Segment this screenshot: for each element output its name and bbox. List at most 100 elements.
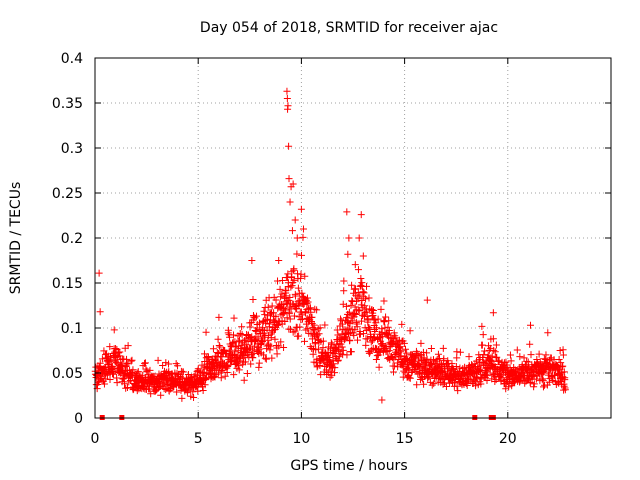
data-point [337, 340, 345, 348]
data-point [255, 359, 263, 367]
data-point [357, 301, 365, 309]
data-point [357, 317, 365, 325]
data-point [526, 340, 534, 348]
data-point [316, 324, 324, 332]
data-point [388, 339, 396, 347]
data-point [340, 287, 348, 295]
data-point [283, 95, 291, 102]
data-point [252, 327, 260, 335]
data-point [217, 368, 225, 376]
x-tick-label: 0 [91, 431, 100, 447]
x-tick-label: 5 [194, 431, 203, 447]
data-point [215, 313, 223, 321]
data-point [282, 306, 290, 314]
data-point [539, 383, 547, 391]
data-point [224, 326, 232, 334]
data-point [362, 295, 370, 303]
data-point [221, 372, 229, 380]
y-tick-label: 0.05 [52, 366, 83, 382]
data-point [513, 346, 521, 354]
data-point [214, 335, 222, 343]
data-point [451, 379, 459, 387]
data-point [147, 390, 155, 398]
data-point [352, 318, 360, 326]
data-point [127, 357, 135, 365]
data-point [334, 356, 342, 364]
data-point [337, 315, 345, 323]
data-point [559, 351, 567, 359]
data-point [354, 295, 362, 303]
data-point [95, 269, 103, 277]
data-point [268, 354, 276, 362]
data-point [342, 302, 350, 310]
y-tick-label: 0.25 [52, 186, 83, 202]
data-point [424, 374, 432, 382]
data-point [294, 284, 302, 292]
data-point [202, 328, 210, 336]
data-point [190, 394, 198, 402]
chart-title: Day 054 of 2018, SRMTID for receiver aja… [200, 20, 498, 36]
data-point [359, 288, 367, 296]
data-point [338, 343, 346, 351]
data-point [483, 372, 491, 380]
data-point [235, 366, 243, 374]
data-point [439, 344, 447, 352]
data-point [367, 338, 375, 346]
data-point [505, 383, 513, 391]
data-point [353, 336, 361, 344]
data-point [96, 359, 104, 367]
data-point [179, 368, 187, 376]
data-point [216, 343, 224, 351]
data-point [299, 233, 307, 241]
data-point [402, 355, 410, 363]
data-point [292, 292, 300, 300]
data-point [359, 252, 367, 260]
data-point [495, 357, 503, 365]
data-point [351, 303, 359, 311]
data-point [384, 323, 392, 331]
data-point [260, 333, 268, 341]
data-point [347, 348, 355, 356]
data-point [261, 311, 269, 319]
data-point [506, 351, 514, 359]
data-point [532, 375, 540, 383]
data-point [200, 350, 208, 358]
data-point [223, 369, 231, 377]
data-point [373, 324, 381, 332]
data-point [272, 296, 280, 304]
data-point [321, 321, 329, 329]
data-point [385, 347, 393, 355]
data-point [314, 345, 322, 353]
data-point [246, 323, 254, 331]
data-point [224, 362, 232, 370]
data-point [484, 351, 492, 359]
data-point [427, 344, 435, 352]
data-point [502, 358, 510, 366]
grid-lines [95, 58, 611, 418]
data-point [264, 303, 272, 311]
data-point [377, 305, 385, 313]
data-point [329, 360, 337, 368]
data-point [392, 334, 400, 342]
data-point [277, 338, 285, 346]
data-point [303, 305, 311, 313]
data-point [334, 357, 342, 365]
data-point [309, 330, 317, 338]
data-point [527, 351, 535, 359]
data-point [430, 380, 438, 388]
x-tick-label: 15 [396, 431, 414, 447]
data-point [542, 351, 550, 359]
data-point [232, 343, 240, 351]
data-point [516, 353, 524, 361]
data-point [238, 323, 246, 331]
data-point [423, 296, 431, 304]
data-point [115, 352, 123, 360]
data-point [128, 356, 136, 364]
data-point [340, 277, 348, 285]
data-point [530, 380, 538, 388]
data-point [360, 289, 368, 297]
data-point [375, 363, 383, 371]
data-point [347, 301, 355, 309]
data-point [331, 364, 339, 372]
